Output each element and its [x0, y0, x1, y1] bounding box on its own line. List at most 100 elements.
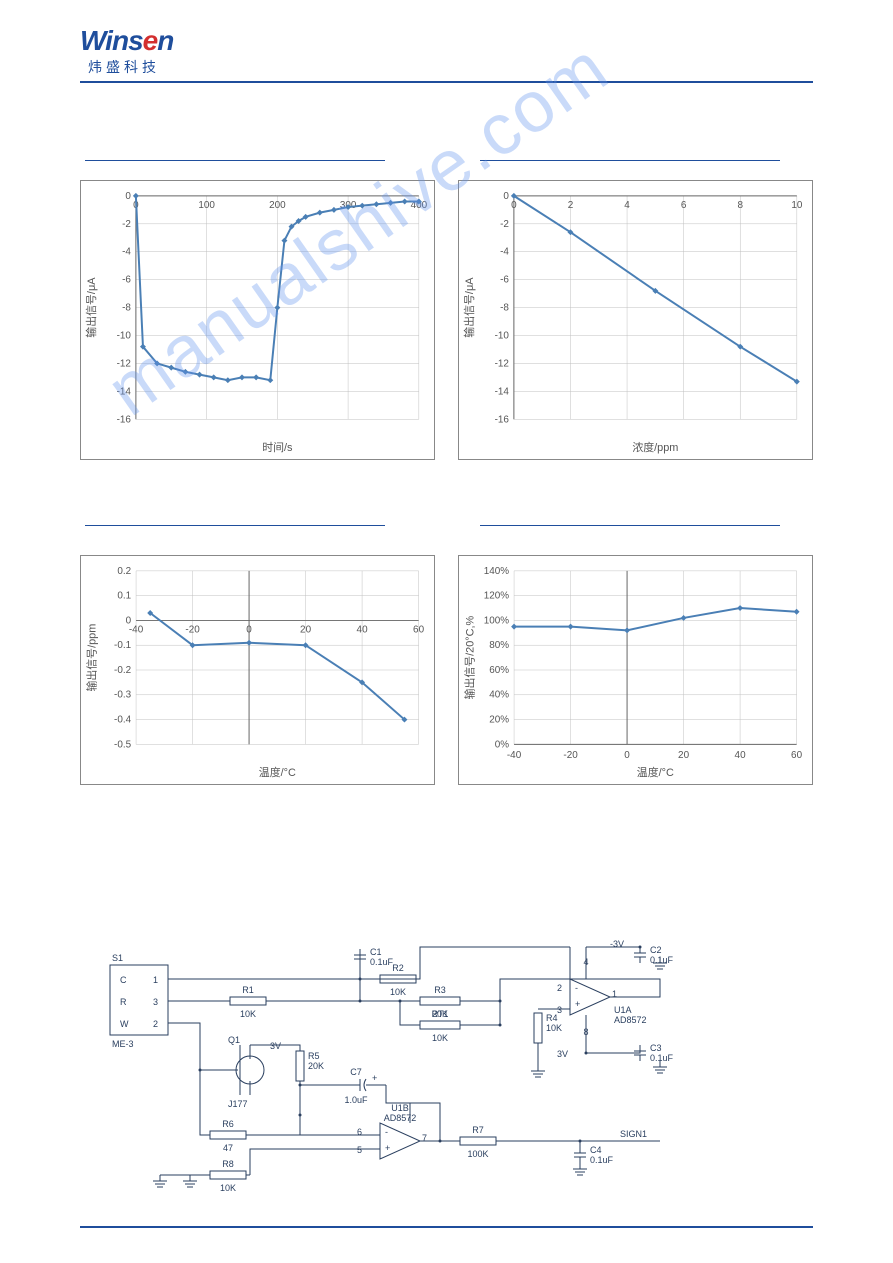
svg-text:1: 1: [153, 975, 158, 985]
svg-text:0.2: 0.2: [117, 566, 131, 577]
svg-text:+: +: [575, 999, 580, 1009]
svg-text:0: 0: [126, 615, 132, 626]
svg-text:2: 2: [153, 1019, 158, 1029]
chart1-panel: 0100200300400-16-14-12-10-8-6-4-20时间/s输出…: [80, 180, 435, 460]
svg-text:-: -: [575, 983, 578, 993]
circuit-diagram: S1CRW132ME-3C10.1uFR210K-+U1AAD857223148…: [100, 935, 780, 1215]
svg-text:60: 60: [413, 624, 425, 635]
svg-text:-8: -8: [500, 303, 509, 314]
svg-text:R5: R5: [308, 1051, 320, 1061]
svg-text:-20: -20: [563, 750, 578, 761]
svg-text:120%: 120%: [484, 591, 510, 602]
svg-text:浓度/ppm: 浓度/ppm: [632, 440, 678, 454]
svg-text:-20: -20: [185, 624, 200, 635]
svg-text:-4: -4: [500, 247, 509, 258]
svg-text:3V: 3V: [270, 1041, 281, 1051]
svg-text:40%: 40%: [489, 690, 509, 701]
svg-text:Q1: Q1: [228, 1035, 240, 1045]
svg-text:20K: 20K: [308, 1061, 324, 1071]
brand-subtitle: 炜盛科技: [88, 57, 813, 77]
chart3-title-divider: [85, 525, 385, 526]
svg-text:AD8572: AD8572: [384, 1113, 417, 1123]
svg-text:U1B: U1B: [391, 1103, 409, 1113]
svg-text:4: 4: [624, 200, 630, 211]
svg-text:-10: -10: [495, 330, 510, 341]
svg-text:-2: -2: [500, 219, 509, 230]
logo-text-red: e: [143, 25, 158, 56]
svg-text:100K: 100K: [467, 1149, 488, 1159]
svg-text:2: 2: [568, 200, 574, 211]
svg-text:R1: R1: [242, 985, 254, 995]
chart-row-2: -40-200204060-0.5-0.4-0.3-0.2-0.100.10.2…: [80, 555, 813, 785]
svg-text:时间/s: 时间/s: [262, 441, 293, 454]
svg-text:100%: 100%: [484, 615, 510, 626]
chart2-svg: 0246810-16-14-12-10-8-6-4-20浓度/ppm输出信号/μ…: [459, 181, 812, 459]
svg-text:R4: R4: [546, 1013, 558, 1023]
svg-text:-14: -14: [117, 386, 132, 397]
svg-text:0: 0: [624, 750, 630, 761]
svg-text:-0.1: -0.1: [114, 640, 132, 651]
logo-text-1: Wins: [80, 25, 143, 56]
svg-text:0.1uF: 0.1uF: [650, 1053, 674, 1063]
svg-text:输出信号/ppm: 输出信号/ppm: [84, 624, 98, 692]
svg-text:2: 2: [557, 983, 562, 993]
svg-text:R2: R2: [392, 963, 404, 973]
svg-text:C7: C7: [350, 1067, 362, 1077]
svg-text:60%: 60%: [489, 665, 509, 676]
svg-text:1.0uF: 1.0uF: [344, 1095, 368, 1105]
svg-text:40: 40: [357, 624, 369, 635]
svg-text:R6: R6: [222, 1119, 234, 1129]
svg-text:0: 0: [503, 191, 509, 202]
svg-text:10K: 10K: [390, 987, 406, 997]
svg-text:-12: -12: [495, 358, 510, 369]
svg-text:0: 0: [125, 191, 131, 202]
svg-text:0: 0: [511, 200, 517, 211]
svg-text:-40: -40: [129, 624, 144, 635]
logo-text-2: n: [157, 25, 173, 56]
svg-text:20%: 20%: [489, 715, 509, 726]
chart1-svg: 0100200300400-16-14-12-10-8-6-4-20时间/s输出…: [81, 181, 434, 459]
svg-text:-14: -14: [495, 386, 510, 397]
svg-text:3: 3: [557, 1005, 562, 1015]
svg-text:47: 47: [223, 1143, 233, 1153]
svg-text:-: -: [385, 1127, 388, 1137]
svg-text:R7: R7: [472, 1125, 484, 1135]
svg-text:6: 6: [681, 200, 687, 211]
svg-text:温度/°C: 温度/°C: [637, 765, 674, 779]
svg-text:输出信号/μA: 输出信号/μA: [462, 277, 476, 338]
chart3-svg: -40-200204060-0.5-0.4-0.3-0.2-0.100.10.2…: [81, 556, 434, 784]
svg-text:140%: 140%: [484, 566, 510, 577]
svg-text:10: 10: [791, 200, 803, 211]
footer-divider: [80, 1226, 813, 1228]
svg-text:R8: R8: [222, 1159, 234, 1169]
chart2-panel: 0246810-16-14-12-10-8-6-4-20浓度/ppm输出信号/μ…: [458, 180, 813, 460]
svg-text:5: 5: [357, 1145, 362, 1155]
svg-text:10K: 10K: [432, 1033, 448, 1043]
svg-text:J177: J177: [228, 1099, 248, 1109]
svg-text:20: 20: [300, 624, 312, 635]
svg-text:60: 60: [791, 750, 803, 761]
svg-text:C: C: [120, 975, 127, 985]
chart3-panel: -40-200204060-0.5-0.4-0.3-0.2-0.100.10.2…: [80, 555, 435, 785]
svg-text:-0.2: -0.2: [114, 665, 132, 676]
chart-row-1: 0100200300400-16-14-12-10-8-6-4-20时间/s输出…: [80, 180, 813, 460]
svg-text:温度/°C: 温度/°C: [259, 765, 296, 779]
circuit-svg: S1CRW132ME-3C10.1uFR210K-+U1AAD857223148…: [100, 935, 780, 1215]
svg-text:-6: -6: [122, 275, 131, 286]
svg-text:-10: -10: [117, 330, 132, 341]
svg-text:-12: -12: [117, 358, 132, 369]
header-divider: [80, 81, 813, 83]
svg-text:C2: C2: [650, 945, 662, 955]
svg-text:C1: C1: [370, 947, 382, 957]
svg-text:10K: 10K: [240, 1009, 256, 1019]
svg-text:80%: 80%: [489, 640, 509, 651]
svg-text:100: 100: [198, 200, 215, 211]
svg-text:C3: C3: [650, 1043, 662, 1053]
svg-text:-4: -4: [122, 247, 131, 258]
svg-text:0.1uF: 0.1uF: [370, 957, 394, 967]
svg-text:R3: R3: [434, 985, 446, 995]
page-header: Winsen 炜盛科技: [80, 25, 813, 83]
svg-text:40: 40: [735, 750, 747, 761]
chart4-title-divider: [480, 525, 780, 526]
chart4-panel: -40-2002040600%20%40%60%80%100%120%140%温…: [458, 555, 813, 785]
